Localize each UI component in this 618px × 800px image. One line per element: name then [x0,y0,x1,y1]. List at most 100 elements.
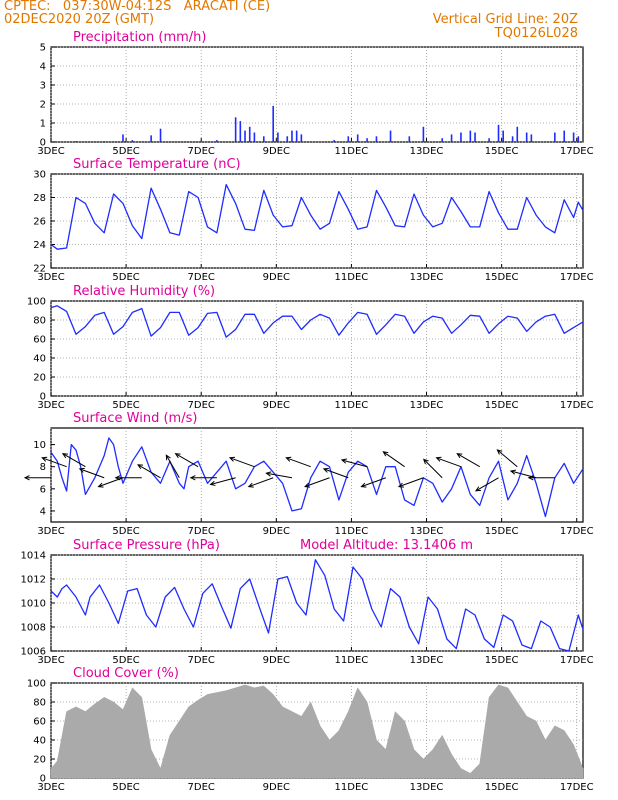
wind-arrow-shaft [383,451,405,468]
x-tick-label: 7DEC [188,146,215,157]
x-tick-label: 15DEC [485,526,519,537]
precip-bar [554,132,556,142]
x-tick-label: 13DEC [410,146,444,157]
precip-bar [422,126,425,142]
x-tick-label: 9DEC [263,272,290,283]
wind-arrow-head [422,458,429,465]
y-tick-label: 0 [40,138,46,149]
wind-arrow-head [97,482,104,488]
x-tick-label: 15DEC [485,655,519,666]
header-model-id: TQ0126L028 [494,26,578,41]
precip-bar [366,138,368,142]
panel-4: 3DEC 5DEC 7DEC 9DEC 11DEC 13DEC 15DEC 17DEC 1006… [21,538,594,666]
x-tick-label: 11DEC [335,272,369,283]
wind-arrow-shaft [286,457,311,468]
wind-arrow-head [397,482,404,488]
wind-arrow-head [285,456,292,462]
x-tick-label: 15DEC [485,146,519,157]
y-tick-label: 26 [33,217,46,228]
y-tick-label: 4 [40,62,46,73]
precip-bar [502,130,504,142]
series-line [50,437,584,518]
wind-arrow-head [23,475,30,481]
panel-frame [50,554,584,652]
model-altitude-label: Model Altitude: 13.1406 m [300,538,473,553]
x-tick-label: 13DEC [410,272,444,283]
x-tick-label: 3DEC [37,655,64,666]
panel-0: 3DEC 5DEC 7DEC 9DEC 11DEC 13DEC 15DEC 17DEC 0 1 2 3… [37,30,593,157]
wind-arrow-shaft [42,457,67,468]
precip-bar [525,132,528,142]
precip-bar [441,138,443,142]
x-tick-label: 17DEC [560,655,594,666]
precip-bar [511,136,514,142]
wind-arrow-shaft [304,477,330,488]
wind-arrow-shaft [361,477,387,488]
precip-bar [263,136,265,142]
precip-bar [347,136,350,142]
wind-arrow-head [456,453,463,459]
y-tick-label: 28 [33,193,46,204]
wind-arrow-head [304,482,311,488]
panel-title: Surface Pressure (hPa) [73,538,220,553]
y-tick-label: 1008 [21,623,46,634]
wind-arrow-shaft [398,477,424,488]
precip-bar [159,128,162,142]
panel-title: Precipitation (mm/h) [73,30,206,45]
x-tick-label: 7DEC [188,272,215,283]
precip-bar [389,130,392,142]
wind-arrow-head [496,449,503,455]
wind-arrow-head [527,475,534,481]
x-tick-label: 11DEC [335,400,369,411]
wind-arrow-shaft [62,453,86,468]
wind-arrow-head [340,458,347,464]
wind-arrow-head [509,469,516,475]
y-tick-label: 30 [33,170,46,181]
x-tick-label: 5DEC [112,782,139,793]
x-tick-label: 5DEC [112,655,139,666]
precip-bar [150,135,152,142]
wind-arrow-head [78,467,85,473]
x-tick-label: 17DEC [560,400,594,411]
precip-bar [577,136,580,142]
precip-bar [300,134,303,142]
x-tick-label: 5DEC [112,526,139,537]
wind-arrow-shaft [436,457,462,468]
x-tick-label: 17DEC [560,272,594,283]
precip-bar [516,126,519,142]
precip-bar [244,130,246,142]
wind-arrow-head [265,471,272,477]
y-tick-label: 40 [33,736,46,747]
wind-arrow-head [114,475,121,481]
y-tick-label: 80 [33,316,46,327]
wind-arrow-head [61,453,68,459]
x-tick-label: 5DEC [112,400,139,411]
panel-3: 3DEC 5DEC 7DEC 9DEC 11DEC 13DEC 15DEC 17DEC 4 6 8 1… [23,411,594,537]
series-line [50,183,584,250]
y-tick-label: 60 [33,717,46,728]
y-tick-label: 60 [33,335,46,346]
x-tick-label: 11DEC [335,146,369,157]
precip-bar [474,132,476,142]
wind-arrow-head [382,451,389,457]
x-tick-label: 9DEC [263,655,290,666]
wind-arrow-head [474,486,482,492]
precip-bar [50,141,52,142]
y-tick-label: 40 [33,354,46,365]
wind-arrow-shaft [456,453,480,468]
y-tick-label: 24 [33,240,46,251]
y-tick-label: 4 [40,506,46,517]
precip-bar [497,124,500,142]
panel-title: Surface Temperature (nC) [73,157,241,172]
x-tick-label: 11DEC [335,655,369,666]
x-tick-label: 13DEC [410,782,444,793]
wind-arrow-shaft [210,477,236,485]
wind-arrow-shaft [248,477,274,488]
precip-bar [234,117,237,142]
wind-arrow-head [165,454,171,461]
x-tick-label: 11DEC [335,526,369,537]
x-tick-label: 9DEC [263,400,290,411]
precip-bar [460,132,462,142]
precip-bar [356,134,359,142]
